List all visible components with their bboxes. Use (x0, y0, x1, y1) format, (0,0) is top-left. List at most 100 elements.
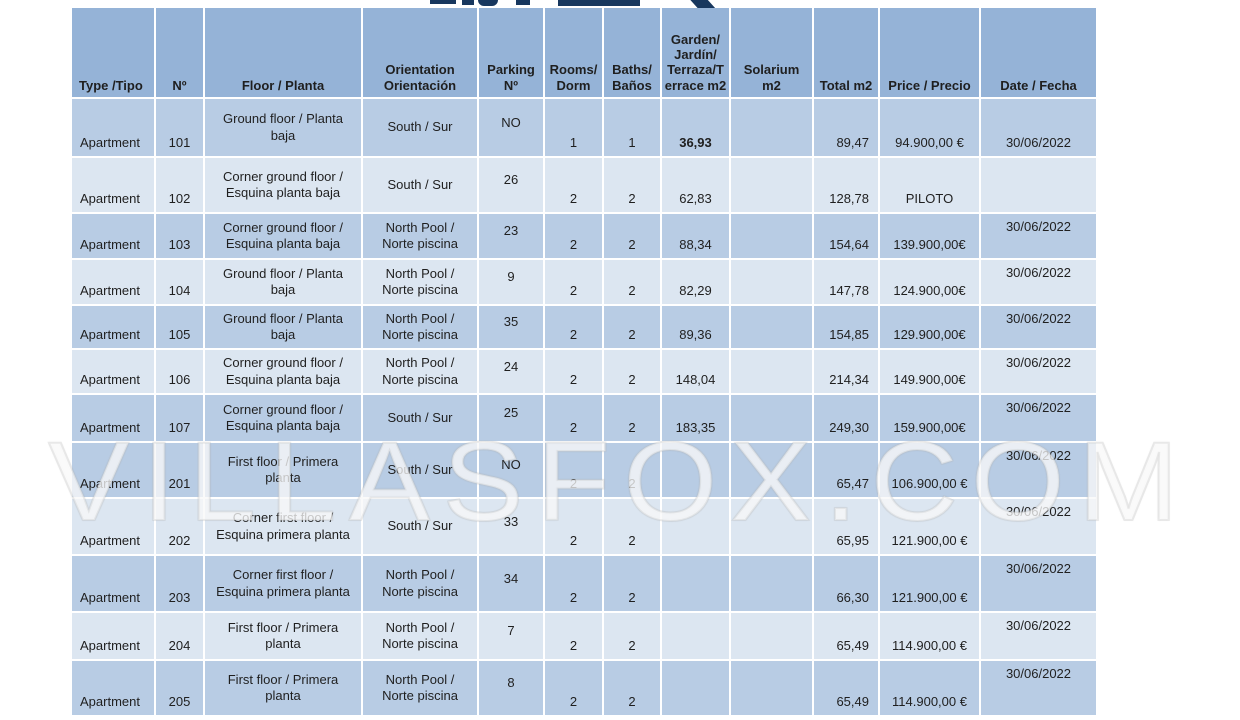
cell-garden (662, 499, 729, 554)
cell-total: 66,30 (814, 556, 878, 611)
cell-garden: 88,34 (662, 214, 729, 258)
cell-type: Apartment (72, 214, 154, 258)
cell-baths: 2 (604, 158, 660, 212)
cell-date: 30/06/2022 (981, 214, 1096, 258)
cell-total: 89,47 (814, 99, 878, 156)
cell-solarium (731, 556, 812, 611)
cell-no: 204 (156, 613, 203, 659)
cell-total: 65,47 (814, 443, 878, 497)
header-garden: Garden/ Jardín/ Terraza/T errace m2 (662, 8, 729, 97)
cell-floor: Corner ground floor / Esquina planta baj… (205, 395, 361, 441)
cell-rooms: 2 (545, 260, 602, 304)
cell-date: 30/06/2022 (981, 99, 1096, 156)
cell-floor: Corner ground floor / Esquina planta baj… (205, 350, 361, 393)
cell-rooms: 2 (545, 499, 602, 554)
cell-solarium (731, 395, 812, 441)
header-rooms: Rooms/ Dorm (545, 8, 602, 97)
cell-date: 30/06/2022 (981, 661, 1096, 715)
cell-garden: 89,36 (662, 306, 729, 348)
cell-floor: First floor / Primera planta (205, 443, 361, 497)
cell-orientation: North Pool / Norte piscina (363, 306, 477, 348)
cell-no: 205 (156, 661, 203, 715)
cell-baths: 2 (604, 613, 660, 659)
cell-total: 65,95 (814, 499, 878, 554)
table-row: Apartment 101 Ground floor / Planta baja So… (72, 99, 1098, 156)
cell-total: 214,34 (814, 350, 878, 393)
cell-baths: 2 (604, 260, 660, 304)
cell-type: Apartment (72, 661, 154, 715)
cell-garden: 36,93 (662, 99, 729, 156)
cell-total: 147,78 (814, 260, 878, 304)
header-solarium: Solarium m2 (731, 8, 812, 97)
cell-floor: Ground floor / Planta baja (205, 99, 361, 156)
cell-orientation: South / Sur (363, 99, 477, 156)
header-total: Total m2 (814, 8, 878, 97)
cell-floor: First floor / Primera planta (205, 613, 361, 659)
cell-price: 114.900,00 € (880, 661, 979, 715)
cell-no: 107 (156, 395, 203, 441)
cell-solarium (731, 661, 812, 715)
header-orientation: Orientation Orientación (363, 8, 477, 97)
cell-date: 30/06/2022 (981, 260, 1096, 304)
cell-no: 102 (156, 158, 203, 212)
cropped-title-fragment (478, 0, 498, 6)
cell-solarium (731, 350, 812, 393)
cell-date (981, 158, 1096, 212)
cell-rooms: 2 (545, 395, 602, 441)
cell-solarium (731, 306, 812, 348)
cell-rooms: 2 (545, 214, 602, 258)
cell-parking: 35 (479, 306, 543, 348)
cell-floor: Ground floor / Planta baja (205, 260, 361, 304)
cell-price: 124.900,00€ (880, 260, 979, 304)
cell-no: 103 (156, 214, 203, 258)
cell-garden: 148,04 (662, 350, 729, 393)
cell-no: 106 (156, 350, 203, 393)
cell-orientation: South / Sur (363, 395, 477, 441)
cell-rooms: 2 (545, 350, 602, 393)
cell-no: 202 (156, 499, 203, 554)
cell-orientation: South / Sur (363, 443, 477, 497)
cell-rooms: 2 (545, 661, 602, 715)
cell-orientation: North Pool / Norte piscina (363, 661, 477, 715)
cell-floor: Corner ground floor / Esquina planta baj… (205, 158, 361, 212)
cell-no: 101 (156, 99, 203, 156)
cell-rooms: 1 (545, 99, 602, 156)
cell-baths: 2 (604, 499, 660, 554)
cell-solarium (731, 158, 812, 212)
header-baths: Baths/ Baños (604, 8, 660, 97)
cell-orientation: North Pool / Norte piscina (363, 350, 477, 393)
cell-orientation: North Pool / Norte piscina (363, 556, 477, 611)
cell-garden: 82,29 (662, 260, 729, 304)
header-type: Type /Tipo (72, 8, 154, 97)
cell-date: 30/06/2022 (981, 443, 1096, 497)
table-header-row: Type /Tipo Nº Floor / Planta Orientation… (72, 8, 1098, 97)
cell-solarium (731, 443, 812, 497)
cell-parking: 23 (479, 214, 543, 258)
cropped-title-fragment (430, 0, 456, 4)
table-row: Apartment 204 First floor / Primera planta… (72, 613, 1098, 659)
cell-type: Apartment (72, 260, 154, 304)
header-price: Price / Precio (880, 8, 979, 97)
cell-solarium (731, 260, 812, 304)
cell-floor: Ground floor / Planta baja (205, 306, 361, 348)
cell-price: PILOTO (880, 158, 979, 212)
cell-rooms: 2 (545, 556, 602, 611)
cell-orientation: South / Sur (363, 499, 477, 554)
header-floor: Floor / Planta (205, 8, 361, 97)
header-number: Nº (156, 8, 203, 97)
cell-baths: 2 (604, 661, 660, 715)
table-row: Apartment 201 First floor / Primera planta… (72, 443, 1098, 497)
cell-floor: First floor / Primera planta (205, 661, 361, 715)
cell-type: Apartment (72, 443, 154, 497)
cell-total: 65,49 (814, 613, 878, 659)
header-parking: Parking Nº (479, 8, 543, 97)
cell-garden: 62,83 (662, 158, 729, 212)
cropped-title-fragment (462, 0, 474, 5)
cell-baths: 2 (604, 443, 660, 497)
cell-date: 30/06/2022 (981, 556, 1096, 611)
cell-baths: 2 (604, 214, 660, 258)
cell-type: Apartment (72, 99, 154, 156)
cell-no: 104 (156, 260, 203, 304)
table-row: Apartment 104 Ground floor / Planta baja No… (72, 260, 1098, 304)
table-row: Apartment 105 Ground floor / Planta baja No… (72, 306, 1098, 348)
